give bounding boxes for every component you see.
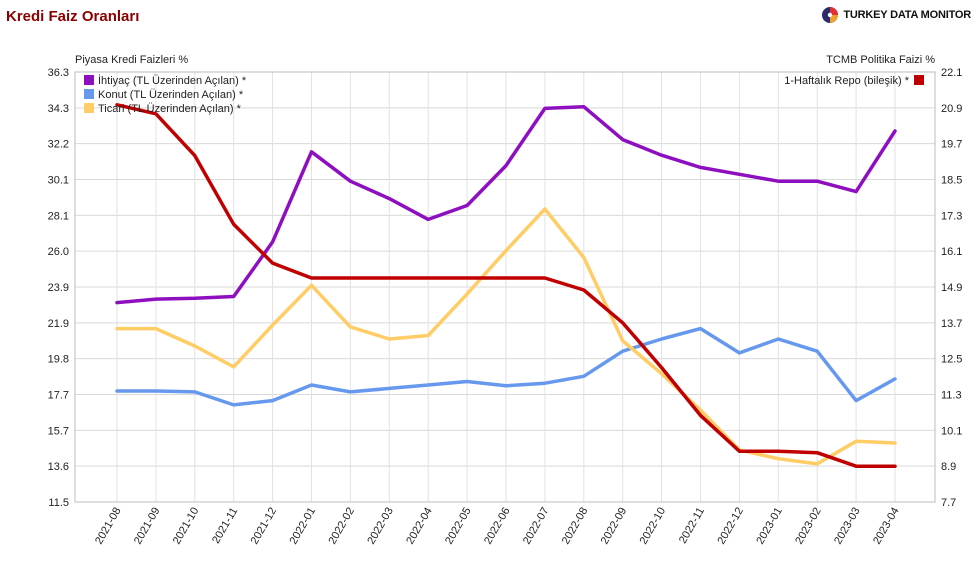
x-tick-label: 2022-01 bbox=[288, 506, 319, 547]
x-tick-label: 2023-03 bbox=[832, 506, 863, 547]
x-tick-label: 2022-02 bbox=[326, 506, 357, 547]
plot-frame bbox=[74, 71, 936, 503]
x-tick-label: 2022-06 bbox=[482, 506, 513, 547]
y-tick-right: 13.7 bbox=[941, 318, 962, 330]
y-tick-left: 19.8 bbox=[48, 354, 69, 366]
x-tick-label: 2021-08 bbox=[93, 506, 124, 547]
y-tick-right: 8.9 bbox=[941, 461, 956, 473]
legend-swatch bbox=[84, 75, 94, 85]
y-tick-right: 14.9 bbox=[941, 282, 962, 294]
y-tick-right: 16.1 bbox=[941, 246, 962, 258]
chart-title: Kredi Faiz Oranları bbox=[6, 8, 140, 25]
brand-name: TURKEY DATA MONITOR bbox=[843, 9, 971, 21]
y-tick-right: 7.7 bbox=[941, 497, 956, 509]
y-tick-left: 34.3 bbox=[48, 103, 69, 115]
y-tick-right: 10.1 bbox=[941, 425, 962, 437]
y-tick-left: 15.7 bbox=[48, 425, 69, 437]
x-tick-label: 2023-02 bbox=[793, 506, 824, 547]
x-tick-label: 2022-07 bbox=[521, 506, 552, 547]
y-tick-right: 22.1 bbox=[941, 67, 962, 79]
y-tick-left: 23.9 bbox=[48, 282, 69, 294]
y-tick-left: 28.1 bbox=[48, 210, 69, 222]
legends: İhtiyaç (TL Üzerinden Açılan) * Konut (TL… bbox=[84, 74, 924, 115]
x-tick-label: 2023-04 bbox=[871, 506, 902, 547]
y-axis-label-left: Piyasa Kredi Faizleri % bbox=[75, 54, 188, 66]
x-tick-label: 2022-09 bbox=[599, 506, 630, 547]
y-tick-right: 12.5 bbox=[941, 354, 962, 366]
x-tick-label: 2022-11 bbox=[677, 506, 707, 546]
x-tick-label: 2021-11 bbox=[210, 506, 240, 546]
legend-label: Ticari (TL Üzerinden Açılan) * bbox=[98, 103, 242, 115]
x-tick-label: 2022-12 bbox=[715, 506, 746, 547]
legend-label: Konut (TL Üzerinden Açılan) * bbox=[98, 89, 244, 101]
y-tick-left: 36.3 bbox=[48, 67, 69, 79]
y-tick-left: 13.6 bbox=[48, 461, 69, 473]
series-line bbox=[115, 207, 897, 466]
y-tick-left: 32.2 bbox=[48, 139, 69, 151]
x-tick-label: 2022-04 bbox=[404, 506, 435, 547]
series-line bbox=[115, 103, 897, 468]
y-tick-right: 19.7 bbox=[941, 139, 962, 151]
y-tick-right: 18.5 bbox=[941, 175, 962, 187]
legend-swatch bbox=[84, 89, 94, 99]
y-tick-left: 21.9 bbox=[48, 318, 69, 330]
legend-swatch bbox=[914, 75, 924, 85]
x-tick-label: 2021-09 bbox=[132, 506, 163, 547]
series-line bbox=[115, 326, 897, 407]
y-tick-right: 11.3 bbox=[941, 390, 962, 402]
series-lines bbox=[115, 103, 897, 468]
y-tick-left: 17.7 bbox=[48, 390, 69, 402]
x-tick-label: 2022-10 bbox=[638, 506, 669, 547]
brand-logo: TURKEY DATA MONITOR bbox=[821, 6, 971, 24]
legend-label: 1-Haftalık Repo (bileşik) * bbox=[784, 75, 909, 87]
series-line bbox=[115, 104, 897, 305]
legend-swatch bbox=[84, 103, 94, 113]
y-tick-left: 30.1 bbox=[48, 175, 69, 187]
y-tick-left: 26.0 bbox=[48, 246, 69, 258]
x-tick-label: 2022-08 bbox=[560, 506, 591, 547]
y-tick-right: 17.3 bbox=[941, 210, 962, 222]
x-tick-label: 2021-12 bbox=[249, 506, 280, 547]
y-tick-left: 11.5 bbox=[48, 497, 69, 509]
x-tick-label: 2023-01 bbox=[754, 506, 785, 547]
x-tick-label: 2021-10 bbox=[171, 506, 202, 547]
y-tick-right: 20.9 bbox=[941, 103, 962, 115]
x-tick-label: 2022-05 bbox=[443, 506, 474, 547]
grid-lines bbox=[74, 71, 936, 503]
globe-icon bbox=[822, 7, 839, 23]
x-tick-label: 2022-03 bbox=[365, 506, 396, 547]
legend-label: İhtiyaç (TL Üzerinden Açılan) * bbox=[98, 74, 247, 87]
y-axis-label-right: TCMB Politika Faizi % bbox=[826, 54, 935, 66]
